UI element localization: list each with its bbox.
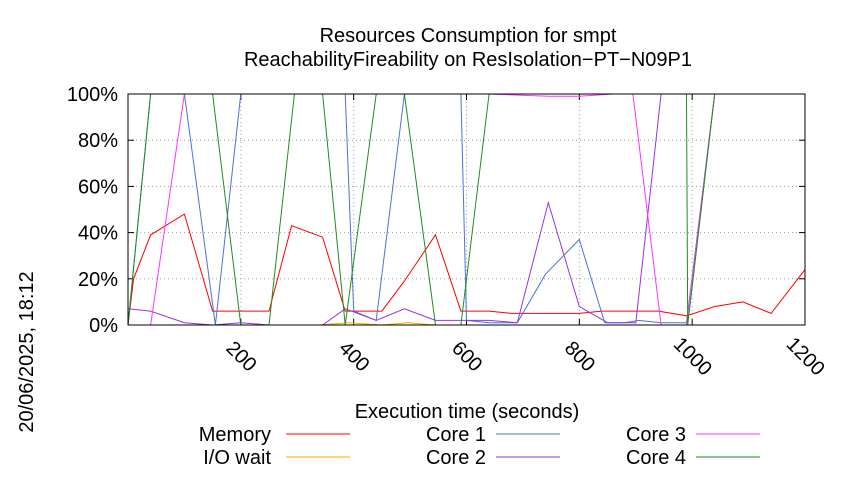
legend-label-core-1: Core 1: [426, 424, 486, 446]
y-tick-label: 80%: [78, 130, 118, 152]
chart-subtitle: ReachabilityFireability on ResIsolation−…: [244, 49, 692, 71]
series-line-core-1: [127, 93, 805, 326]
grid-lines: [128, 94, 805, 325]
plot-frame: [127, 93, 806, 326]
series-line-core-3: [128, 93, 805, 326]
series-line-memory: [127, 213, 806, 326]
timestamp-label: 20/06/2025, 18:12: [16, 271, 38, 432]
x-axis-ticks: 200 400 600 800 1000 1200: [221, 94, 829, 380]
y-tick-label: 100%: [67, 84, 118, 106]
legend-label-memory: Memory: [199, 424, 271, 446]
legend-label-core-3: Core 3: [626, 424, 686, 446]
legend-label-core-4: Core 4: [626, 447, 686, 469]
legend-label-i-o-wait: I/O wait: [203, 447, 271, 469]
x-tick-label: 1200: [782, 333, 829, 380]
x-tick-label: 400: [334, 337, 373, 376]
x-tick-label: 1000: [669, 333, 716, 380]
chart-title: Resources Consumption for smpt: [320, 25, 617, 47]
series-line-core-2: [127, 93, 805, 326]
x-axis-label: Execution time (seconds): [355, 401, 580, 423]
y-axis-ticks: 0% 20% 40% 60% 80% 100%: [67, 84, 805, 337]
legend-label-core-2: Core 2: [426, 447, 486, 469]
y-tick-label: 0%: [89, 315, 118, 337]
y-tick-label: 60%: [78, 176, 118, 198]
y-tick-label: 20%: [78, 269, 118, 291]
x-tick-label: 600: [447, 337, 486, 376]
y-tick-label: 40%: [78, 223, 118, 245]
x-tick-label: 800: [560, 337, 599, 376]
x-tick-label: 200: [221, 337, 260, 376]
